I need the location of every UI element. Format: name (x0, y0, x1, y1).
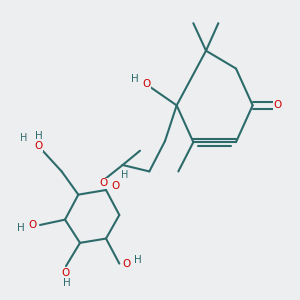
Text: H: H (131, 74, 139, 84)
Text: O: O (99, 178, 107, 188)
Text: O: O (28, 220, 37, 230)
Text: H: H (20, 133, 27, 143)
Text: H: H (63, 278, 70, 288)
Text: H: H (134, 255, 142, 265)
Text: H: H (121, 170, 128, 180)
Text: O: O (112, 181, 120, 191)
Text: O: O (62, 268, 70, 278)
Text: O: O (142, 79, 151, 89)
Text: H: H (17, 223, 25, 233)
Text: H: H (35, 131, 43, 141)
Text: O: O (274, 100, 282, 110)
Text: O: O (122, 259, 131, 269)
Text: O: O (34, 141, 43, 152)
